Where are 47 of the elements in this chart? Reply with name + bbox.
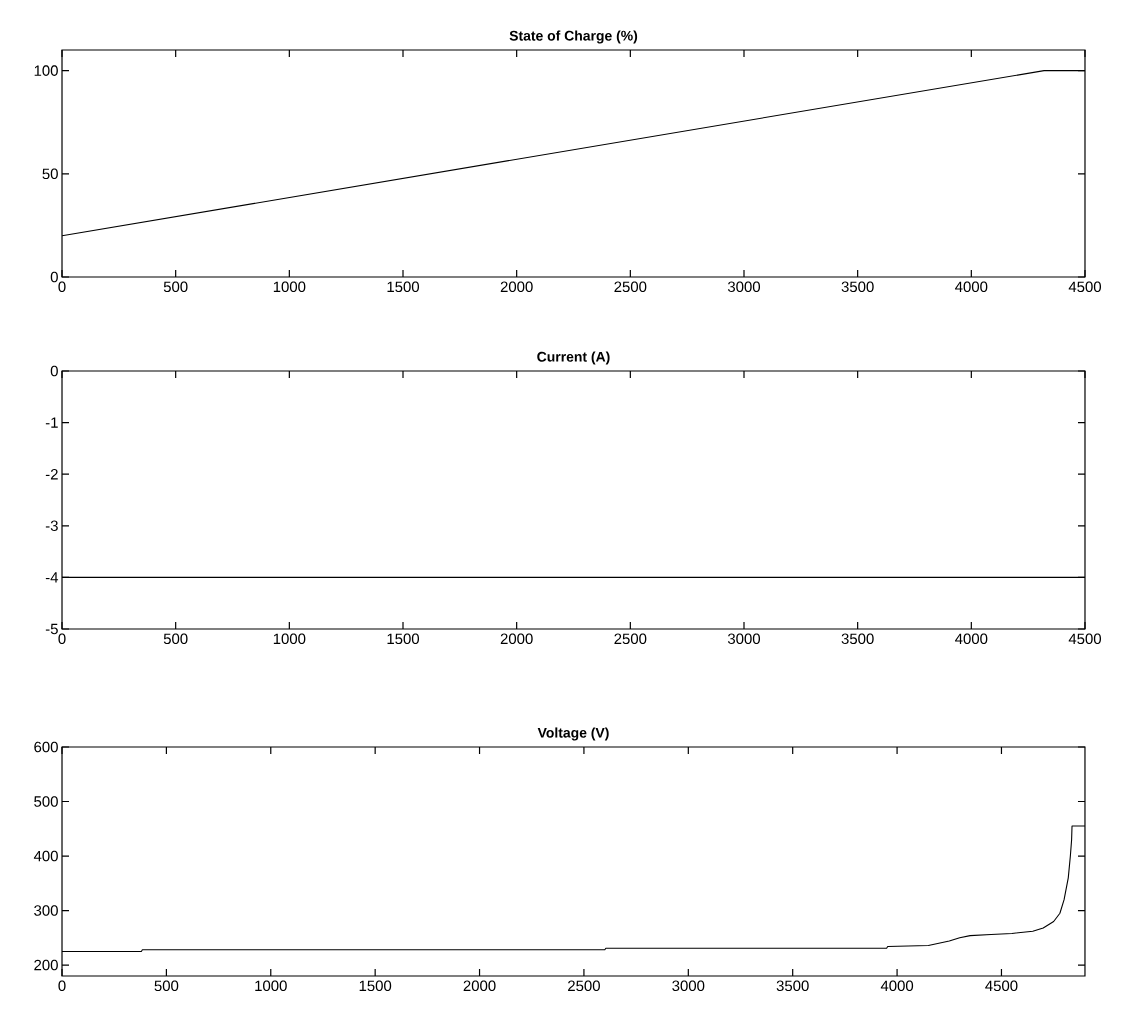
x-tick-label: 2500	[614, 633, 647, 645]
y-tick-label: 50	[42, 168, 58, 180]
y-tick-label: 600	[34, 741, 58, 753]
x-tick-label: 500	[154, 980, 179, 992]
x-tick-label: 2000	[500, 281, 533, 293]
x-tick-label: 2000	[500, 633, 533, 645]
x-tick-label: 500	[163, 281, 188, 293]
x-tick-label: 3500	[841, 633, 874, 645]
x-tick-label: 1000	[273, 281, 306, 293]
y-tick-label: 500	[34, 796, 58, 807]
y-tick-label: 100	[34, 65, 58, 76]
x-tick-label: 3000	[727, 281, 761, 293]
x-tick-label: 500	[163, 633, 188, 645]
y-tick-label: -2	[45, 468, 58, 480]
y-tick-label: -4	[45, 572, 59, 583]
x-tick-label: 4500	[1068, 281, 1102, 293]
chart-title: Voltage (V)	[537, 727, 609, 741]
x-tick-label: 1500	[387, 633, 420, 645]
x-tick-label: 3000	[672, 980, 705, 992]
x-tick-label: 0	[58, 980, 66, 992]
x-tick-label: 1000	[255, 980, 287, 992]
x-tick-label: 1500	[359, 980, 392, 992]
y-tick-label: -1	[45, 417, 58, 428]
y-tick-label: 0	[50, 271, 58, 283]
x-tick-label: 4000	[880, 980, 914, 992]
y-tick-label: 300	[34, 905, 58, 916]
y-tick-label: 400	[33, 850, 58, 862]
x-tick-label: 2500	[568, 980, 600, 992]
x-tick-label: 0	[58, 633, 66, 645]
x-tick-label: 2500	[614, 281, 647, 293]
x-tick-label: 3000	[727, 633, 761, 645]
x-tick-label: 1500	[387, 281, 420, 293]
x-tick-label: 4000	[955, 281, 988, 293]
x-tick-label: 3500	[841, 281, 874, 293]
x-tick-label: 4500	[985, 980, 1018, 992]
y-tick-label: 0	[50, 365, 58, 377]
y-tick-label: -5	[45, 623, 58, 635]
chart-title: Current (A)	[537, 351, 610, 365]
x-tick-label: 1000	[273, 633, 306, 645]
x-tick-label: 0	[58, 281, 66, 293]
y-tick-label: -3	[45, 520, 58, 532]
x-tick-label: 4500	[1068, 633, 1102, 645]
chart-title: State of Charge (%)	[509, 30, 638, 44]
x-tick-label: 4000	[955, 633, 988, 645]
x-tick-label: 2000	[463, 980, 496, 992]
x-tick-label: 3500	[776, 980, 809, 992]
y-tick-label: 200	[34, 959, 58, 971]
